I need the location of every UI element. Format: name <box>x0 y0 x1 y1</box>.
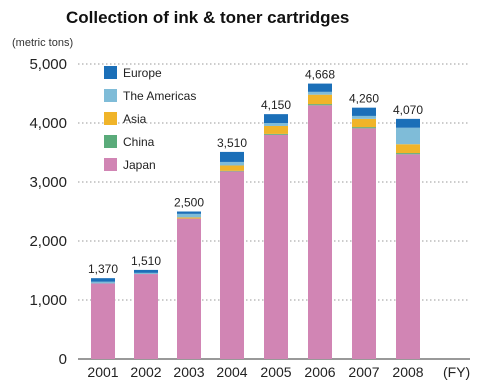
bar-segment-japan <box>134 274 158 359</box>
bar-segment-europe <box>264 114 288 123</box>
total-label: 4,260 <box>349 92 379 106</box>
total-label: 4,070 <box>393 103 423 117</box>
total-label: 3,510 <box>217 136 247 150</box>
bar-segment-the-americas <box>308 91 332 95</box>
bar-segment-china <box>396 153 420 155</box>
legend-swatch-the-americas <box>104 89 117 102</box>
legend-label-the-americas: The Americas <box>123 89 196 103</box>
total-label: 1,370 <box>88 262 118 276</box>
x-tick-label: 2008 <box>392 364 423 380</box>
bar-segment-japan <box>264 134 288 359</box>
legend-label-japan: Japan <box>123 158 156 172</box>
chart-title: Collection of ink & toner cartridges <box>66 8 349 27</box>
total-label: 2,500 <box>174 196 204 210</box>
bars <box>91 83 420 359</box>
bar-segment-europe <box>352 107 376 116</box>
y-tick-label: 1,000 <box>29 292 67 309</box>
bar-segment-asia <box>352 118 376 128</box>
x-tick-label: 2005 <box>260 364 291 380</box>
bar-segment-asia <box>177 217 201 219</box>
bar-segment-asia <box>308 94 332 105</box>
labels: 0 1,000 2,000 3,000 4,000 5,000 1,370 2001 1,510… <box>29 56 423 380</box>
bar-segment-china <box>264 133 288 135</box>
x-tick-label: 2007 <box>348 364 379 380</box>
bar-segment-the-americas <box>220 161 244 166</box>
x-tick-label: 2004 <box>216 364 247 380</box>
x-tick-label: 2002 <box>130 364 161 380</box>
y-tick-label: 4,000 <box>29 115 67 132</box>
bar-segment-europe <box>91 278 115 282</box>
bar-segment-japan <box>352 128 376 359</box>
bar-segment-the-americas <box>177 213 201 218</box>
bar-segment-the-americas <box>91 281 115 284</box>
bar-segment-china <box>220 170 244 172</box>
legend-swatch-japan <box>104 158 117 171</box>
bar-segment-the-americas <box>396 127 420 145</box>
legend-swatch-china <box>104 135 117 148</box>
bar-segment-asia <box>264 125 288 134</box>
legend-swatch-europe <box>104 66 117 79</box>
x-tick-label: 2006 <box>304 364 335 380</box>
legend: Europe The Americas Asia China Japan <box>104 66 196 172</box>
bar-segment-china <box>308 104 332 106</box>
bar-segment-asia <box>220 165 244 171</box>
legend-label-europe: Europe <box>123 66 162 80</box>
total-label: 1,510 <box>131 254 161 268</box>
legend-label-asia: Asia <box>123 112 147 126</box>
y-axis-unit: (metric tons) <box>12 37 73 49</box>
y-tick-label: 3,000 <box>29 174 67 191</box>
bar-segment-asia <box>396 144 420 154</box>
y-tick-label: 0 <box>59 351 67 368</box>
bar-segment-japan <box>220 171 244 359</box>
total-label: 4,668 <box>305 68 335 82</box>
bar-segment-japan <box>396 154 420 359</box>
bar-segment-japan <box>308 105 332 359</box>
x-tick-label: 2001 <box>87 364 118 380</box>
bar-segment-the-americas <box>264 123 288 126</box>
bar-segment-europe <box>177 211 201 214</box>
x-axis-unit: (FY) <box>443 364 470 380</box>
bar-segment-the-americas <box>352 115 376 119</box>
bar-segment-europe <box>134 269 158 273</box>
total-label: 4,150 <box>261 98 291 112</box>
bar-segment-europe <box>308 83 332 92</box>
bar-segment-japan <box>177 218 201 359</box>
x-tick-label: 2003 <box>173 364 204 380</box>
bar-segment-europe <box>396 118 420 128</box>
y-tick-label: 5,000 <box>29 56 67 73</box>
bar-segment-europe <box>220 151 244 162</box>
bar-segment-china <box>352 127 376 129</box>
y-tick-label: 2,000 <box>29 233 67 250</box>
bar-segment-japan <box>91 283 115 359</box>
bar-segment-the-americas <box>134 272 158 275</box>
legend-swatch-asia <box>104 112 117 125</box>
legend-label-china: China <box>123 135 155 149</box>
